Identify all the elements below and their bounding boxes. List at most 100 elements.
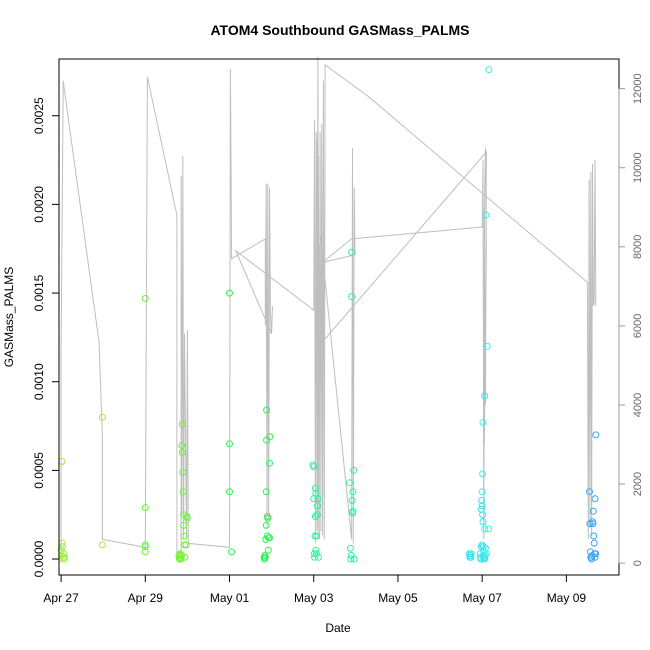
data-point [180, 532, 188, 540]
data-point [346, 479, 353, 487]
x-axis-label: Date [325, 621, 351, 635]
y-tick-label: 0.0025 [32, 97, 46, 134]
data-point [348, 293, 356, 301]
data-point [479, 470, 487, 478]
data-point [141, 294, 149, 302]
data-point [311, 553, 319, 561]
data-point [226, 440, 233, 448]
data-point [266, 534, 273, 542]
data-point [58, 543, 66, 551]
data-point [98, 413, 106, 421]
data-point [311, 513, 319, 520]
data-point [98, 541, 106, 549]
data-point [591, 495, 599, 503]
data-point [176, 550, 184, 558]
plot-frame [58, 58, 620, 576]
y-tick-label: 0.0020 [32, 186, 46, 223]
y2-tick-label: 4000 [632, 393, 644, 417]
data-point [349, 488, 357, 496]
data-point [141, 543, 149, 551]
data-point [263, 406, 271, 414]
x-axis: Apr 27 Apr 29 May 01 May 03 May 05 May 07 May … [43, 574, 587, 605]
data-point [313, 511, 321, 519]
y2-tick-label: 0 [632, 560, 644, 566]
y2-tick-label: 12000 [632, 73, 644, 104]
data-point [177, 555, 185, 563]
data-point [141, 548, 149, 556]
data-point [262, 488, 270, 496]
data-point [350, 466, 358, 474]
data-point [479, 511, 487, 519]
data-point [477, 543, 485, 551]
data-point [590, 532, 598, 540]
data-point [310, 463, 318, 471]
y2-axis: 0 2000 4000 6000 8000 10000 12000 [618, 73, 644, 566]
data-point [348, 248, 356, 256]
data-point [310, 550, 318, 558]
data-point [311, 484, 319, 492]
data-point [178, 552, 185, 559]
data-point [261, 553, 269, 561]
data-point [481, 525, 489, 533]
data-point [264, 514, 272, 522]
y2-tick-label: 8000 [632, 235, 644, 259]
y-tick-label: 0.0015 [32, 274, 46, 311]
data-point [586, 488, 593, 496]
data-point [478, 488, 486, 496]
data-point [178, 442, 186, 450]
x-tick-label: Apr 27 [43, 591, 79, 605]
data-point [61, 553, 68, 561]
data-point [182, 541, 190, 549]
data-point [480, 553, 488, 561]
x-tick-label: May 05 [378, 591, 418, 605]
data-point [178, 449, 186, 457]
y-axis-label: GASMass_PALMS [2, 267, 16, 367]
data-point [266, 459, 273, 467]
secondary-series-line [60, 56, 597, 564]
data-point [348, 497, 356, 504]
data-point [141, 504, 149, 512]
data-point [263, 532, 271, 540]
data-point [479, 543, 487, 551]
data-point [467, 553, 475, 561]
data-point [60, 550, 68, 558]
data-point [313, 532, 321, 540]
data-point [183, 514, 191, 522]
data-point [347, 555, 355, 563]
data-point [228, 548, 236, 556]
x-tick-label: May 01 [210, 591, 250, 605]
data-point [312, 546, 320, 554]
data-point [350, 555, 358, 563]
data-point [467, 550, 475, 558]
data-point [481, 392, 489, 400]
data-point [349, 507, 357, 515]
data-point [178, 420, 186, 428]
x-tick-label: Apr 29 [128, 591, 164, 605]
data-point [477, 555, 485, 563]
data-point [179, 468, 187, 476]
data-point [314, 502, 321, 510]
data-point [226, 289, 233, 297]
data-point [181, 553, 189, 561]
secondary-series-layer [60, 56, 597, 564]
data-point [312, 550, 320, 558]
x-tick-label: May 07 [462, 591, 502, 605]
data-point [264, 546, 272, 554]
data-point [589, 520, 597, 528]
x-tick-label: May 03 [294, 591, 334, 605]
data-point [479, 518, 487, 526]
data-point [588, 555, 596, 563]
data-point [482, 544, 489, 552]
data-point [485, 525, 492, 533]
data-point [179, 488, 187, 496]
data-point [266, 433, 274, 441]
y-tick-label: 0.0010 [32, 363, 46, 400]
data-point [478, 497, 486, 504]
data-point [590, 539, 598, 547]
data-point [346, 544, 354, 552]
data-point [314, 553, 322, 561]
y2-tick-label: 2000 [632, 472, 644, 496]
data-point [226, 488, 233, 496]
x-tick-label: May 09 [547, 591, 587, 605]
